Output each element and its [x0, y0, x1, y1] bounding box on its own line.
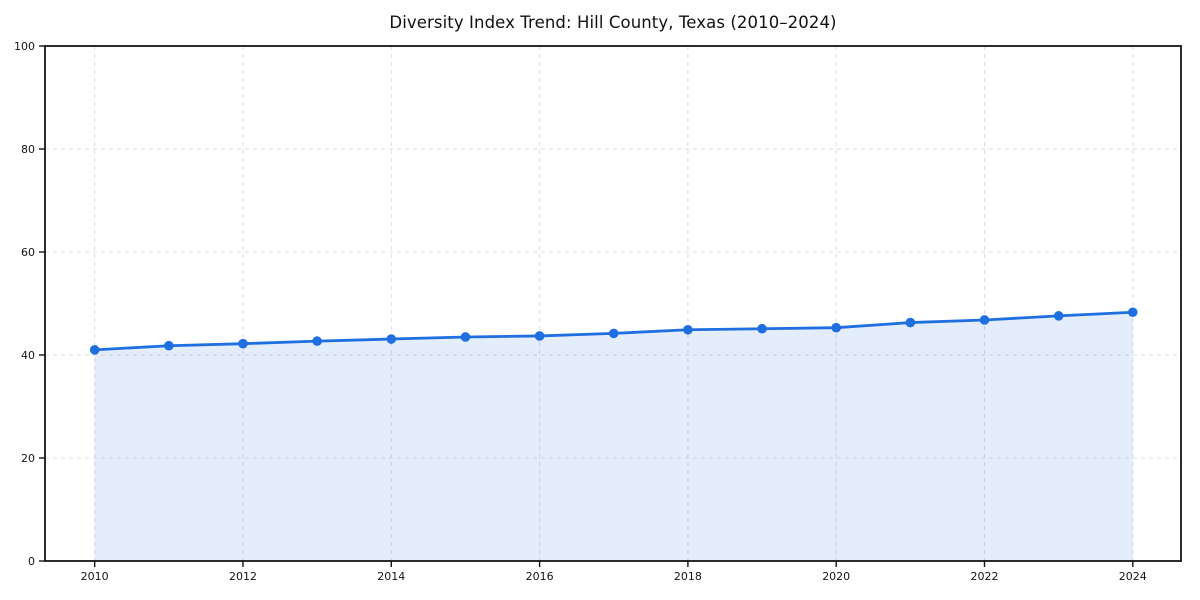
data-point-2013	[312, 336, 322, 346]
data-point-2022	[979, 315, 990, 325]
y-tick-label: 40	[21, 349, 35, 362]
data-point-2016	[534, 331, 545, 341]
x-tick-label: 2024	[1119, 570, 1147, 583]
y-tick-label: 0	[28, 555, 35, 568]
data-point-2015	[460, 332, 471, 342]
data-point-2014	[386, 334, 397, 344]
x-tick-label: 2018	[674, 570, 702, 583]
plot-border	[44, 45, 1182, 562]
y-tick-label: 80	[21, 143, 35, 156]
data-point-2012	[238, 338, 248, 349]
chart-title: Diversity Index Trend: Hill County, Texa…	[389, 13, 837, 32]
data-point-2011	[164, 340, 174, 351]
data-point-2024	[1128, 307, 1138, 318]
y-tick-label: 20	[21, 452, 35, 465]
x-tick-label: 2012	[229, 570, 257, 583]
data-point-2023	[1053, 311, 1064, 321]
x-tick-label: 2022	[970, 570, 998, 583]
data-point-2019	[757, 323, 767, 334]
y-tick-label: 100	[14, 40, 35, 53]
data-point-2018	[683, 324, 693, 335]
series-area-fill	[94, 312, 1133, 561]
data-point-2010	[89, 345, 100, 355]
data-point-2021	[905, 317, 916, 328]
x-tick-label: 2014	[377, 570, 405, 583]
x-tick-label: 2016	[526, 570, 554, 583]
y-tick-label: 60	[21, 246, 35, 259]
data-point-2020	[831, 322, 841, 333]
data-point-2017	[608, 328, 619, 339]
x-tick-label: 2010	[81, 570, 109, 583]
x-tick-label: 2020	[822, 570, 850, 583]
